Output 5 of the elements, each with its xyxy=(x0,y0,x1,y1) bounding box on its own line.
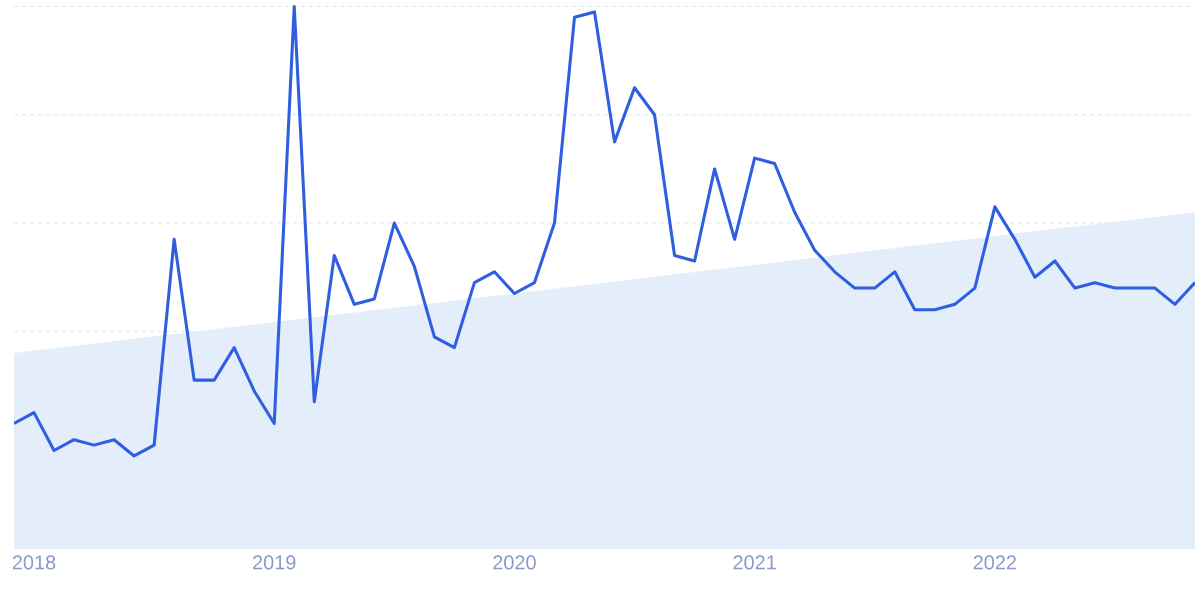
x-tick-label: 2021 xyxy=(733,555,776,570)
x-tick-label: 2022 xyxy=(973,555,1016,570)
x-tick-label: 2018 xyxy=(12,555,56,570)
x-tick-label: 2020 xyxy=(493,555,536,570)
x-tick-label: 2019 xyxy=(253,555,296,570)
